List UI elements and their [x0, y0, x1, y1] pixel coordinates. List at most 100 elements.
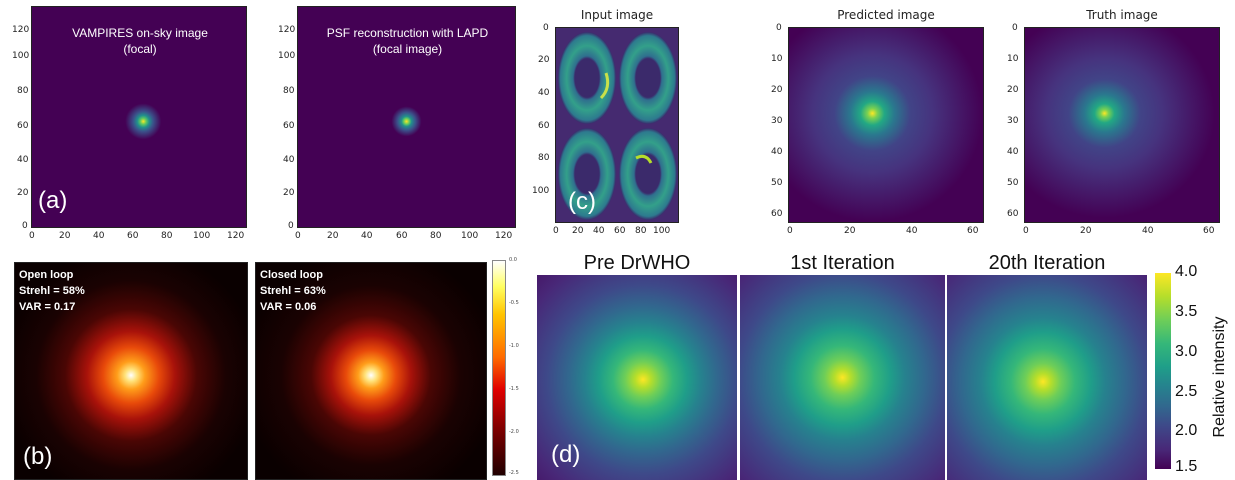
- colorbar-tick: 1.5: [1175, 458, 1198, 475]
- x-tick: 40: [593, 226, 605, 236]
- x-tick: 120: [227, 231, 245, 241]
- y-tick: 30: [1007, 116, 1019, 126]
- colorbar-tick: -1.5: [509, 386, 519, 392]
- colorbar-tick: 3.0: [1175, 343, 1198, 360]
- colorbar-tick: 3.5: [1175, 303, 1198, 320]
- panel-a-right-title: PSF reconstruction with LAPD (focal imag…: [298, 25, 517, 57]
- x-tick: 60: [967, 226, 979, 236]
- y-tick: 0: [22, 221, 28, 231]
- panel-c-truth-plot: [1024, 27, 1220, 223]
- x-tick: 0: [29, 231, 35, 241]
- x-tick: 20: [327, 231, 339, 241]
- closed-loop-stats: Closed loop Strehl = 63% VAR = 0.06: [260, 269, 326, 313]
- y-tick: 0: [288, 221, 294, 231]
- y-tick: 20: [283, 188, 295, 198]
- panel-c-input-plot: (c): [555, 27, 679, 223]
- x-tick: 60: [396, 231, 408, 241]
- panel-a-left-title: VAMPIRES on-sky image (focal): [32, 25, 248, 57]
- y-tick: 50: [771, 178, 783, 188]
- y-tick: 40: [538, 88, 550, 98]
- x-tick: 60: [614, 226, 626, 236]
- y-tick: 80: [538, 153, 550, 163]
- panel-d-colorbar: [1155, 273, 1171, 469]
- y-tick: 0: [1012, 23, 1018, 33]
- x-tick: 60: [1203, 226, 1215, 236]
- panel-d-20th-image: [947, 275, 1147, 480]
- y-tick: 40: [17, 155, 29, 165]
- x-tick: 60: [127, 231, 139, 241]
- panel-a-right-plot: PSF reconstruction with LAPD (focal imag…: [297, 6, 516, 228]
- x-tick: 100: [653, 226, 671, 236]
- panel-label-d: (d): [551, 441, 581, 468]
- title-line-1: PSF reconstruction with LAPD: [326, 26, 489, 40]
- colorbar-tick: -2.0: [509, 429, 519, 435]
- title-line-2: (focal image): [372, 42, 443, 56]
- panel-d-title-pre: Pre DrWHO: [583, 252, 691, 274]
- x-tick: 20: [572, 226, 584, 236]
- x-tick: 0: [553, 226, 559, 236]
- y-tick: 40: [283, 155, 295, 165]
- panel-c-predicted-title: Predicted image: [837, 8, 935, 22]
- y-tick: 100: [532, 186, 550, 196]
- title-line-1: VAMPIRES on-sky image: [72, 26, 208, 40]
- y-tick: 60: [538, 121, 550, 131]
- y-tick: 10: [1007, 54, 1019, 64]
- y-tick: 40: [1007, 147, 1019, 157]
- y-tick: 100: [12, 51, 30, 61]
- y-tick: 120: [12, 25, 30, 35]
- panel-c-input-title: Input image: [580, 8, 654, 22]
- panel-c-predicted-plot: [788, 27, 984, 223]
- y-tick: 80: [283, 86, 295, 96]
- x-tick: 20: [1080, 226, 1092, 236]
- x-tick: 100: [461, 231, 479, 241]
- y-tick: 20: [1007, 85, 1019, 95]
- x-tick: 0: [295, 231, 301, 241]
- x-tick: 80: [161, 231, 173, 241]
- panel-label-b: (b): [23, 443, 53, 470]
- y-tick: 80: [17, 86, 29, 96]
- colorbar-tick: 2.5: [1175, 383, 1198, 400]
- y-tick: 20: [17, 188, 29, 198]
- panel-d-title-1st: 1st Iteration: [790, 252, 895, 274]
- panel-b-closed-loop-image: Closed loop Strehl = 63% VAR = 0.06: [255, 262, 487, 480]
- pupil-image: [556, 28, 678, 222]
- x-tick: 40: [93, 231, 105, 241]
- y-tick: 0: [776, 23, 782, 33]
- panel-d-1st-image: [740, 275, 945, 480]
- panel-b-colorbar: [492, 260, 506, 476]
- x-tick: 100: [193, 231, 211, 241]
- y-tick: 50: [1007, 178, 1019, 188]
- colorbar-tick: -0.5: [509, 300, 519, 306]
- x-tick: 20: [59, 231, 71, 241]
- panel-c-truth-title: Truth image: [1086, 8, 1158, 22]
- colorbar-tick: 0.0: [509, 257, 517, 263]
- y-tick: 60: [1007, 209, 1019, 219]
- panel-label-c: (c): [568, 188, 596, 215]
- x-tick: 40: [361, 231, 373, 241]
- y-tick: 10: [771, 54, 783, 64]
- y-tick: 40: [771, 147, 783, 157]
- x-tick: 80: [430, 231, 442, 241]
- y-tick: 0: [543, 23, 549, 33]
- title-line-2: (focal): [123, 42, 157, 56]
- panel-b-open-loop-image: Open loop Strehl = 58% VAR = 0.17 (b): [14, 262, 248, 480]
- y-tick: 120: [278, 25, 296, 35]
- panel-d-pre-image: (d): [537, 275, 737, 480]
- y-tick: 20: [538, 55, 550, 65]
- colorbar-tick: -2.5: [509, 470, 519, 476]
- y-tick: 60: [283, 121, 295, 131]
- x-tick: 40: [906, 226, 918, 236]
- panel-a-left-plot: VAMPIRES on-sky image (focal) (a): [31, 6, 247, 228]
- y-tick: 60: [17, 121, 29, 131]
- x-tick: 80: [635, 226, 647, 236]
- x-tick: 0: [787, 226, 793, 236]
- panel-d-title-20th: 20th Iteration: [988, 252, 1106, 274]
- panel-label-a: (a): [38, 187, 68, 214]
- colorbar-tick: -1.0: [509, 343, 519, 349]
- x-tick: 120: [495, 231, 513, 241]
- x-tick: 20: [844, 226, 856, 236]
- open-loop-stats: Open loop Strehl = 58% VAR = 0.17: [19, 269, 85, 313]
- colorbar-tick: 4.0: [1175, 263, 1198, 280]
- x-tick: 0: [1023, 226, 1029, 236]
- y-tick: 20: [771, 85, 783, 95]
